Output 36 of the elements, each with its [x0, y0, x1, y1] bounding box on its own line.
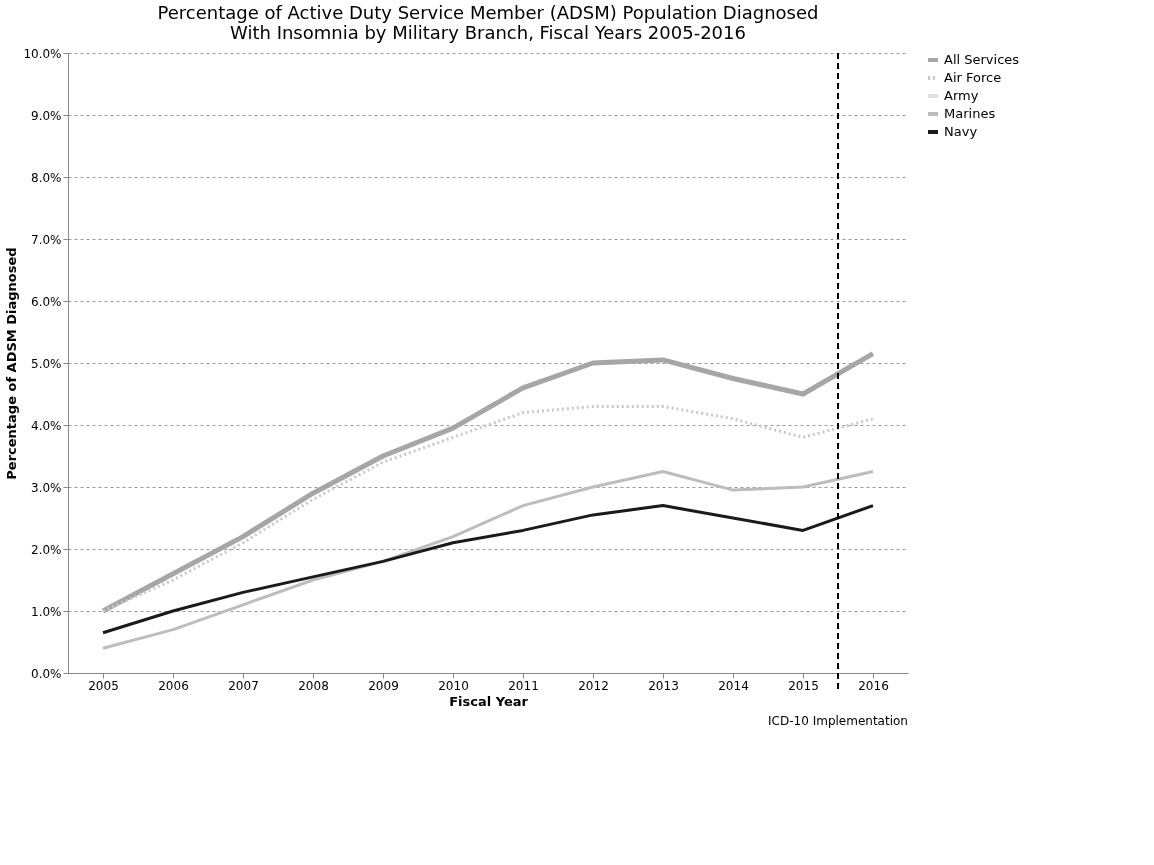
line-series	[101, 404, 875, 613]
text: Percentage of Active Duty Service Member (ADSM) Population Diagnosed	[157, 2, 819, 23]
x-tick-label: 2006	[158, 678, 189, 693]
x-tick-label: 2008	[298, 678, 329, 693]
y-tick-label: 10.0%	[23, 46, 62, 61]
y-tick-label: 3.0%	[31, 480, 62, 495]
line-series	[101, 470, 875, 650]
x-tick-label: 2007	[228, 678, 259, 693]
x-tick-label: 2015	[788, 678, 819, 693]
legend-label: Navy	[944, 124, 978, 139]
y-axis-title: Percentage of ADSM Diagnosed	[4, 247, 20, 480]
y-tick-label: 7.0%	[31, 232, 62, 247]
y-tick-label: 4.0%	[31, 418, 62, 433]
legend-label: All Services	[944, 52, 1020, 67]
ref-line-label: ICD-10 Implementation	[768, 714, 908, 728]
x-tick-label: 2009	[368, 678, 399, 693]
y-tick-label: 5.0%	[31, 356, 62, 371]
line-series	[101, 504, 875, 635]
y-tick-label: 6.0%	[31, 294, 62, 309]
legend-label: Army	[944, 88, 979, 103]
text: With Insomnia by Military Branch, Fiscal Years 2005-2016	[230, 22, 746, 43]
x-tick-label: 2010	[438, 678, 469, 693]
x-axis-title: Fiscal Year	[449, 693, 529, 709]
legend-label: Air Force	[944, 70, 1002, 85]
y-tick-label: 0.0%	[31, 666, 62, 681]
x-tick-label: 2005	[88, 678, 119, 693]
y-tick-label: 9.0%	[31, 108, 62, 123]
legend-label: Marines	[944, 106, 996, 121]
x-tick-label: 2011	[508, 678, 539, 693]
x-tick-label: 2013	[648, 678, 679, 693]
x-tick-label: 2012	[578, 678, 609, 693]
y-tick-label: 1.0%	[31, 604, 62, 619]
x-tick-label: 2014	[718, 678, 749, 693]
y-tick-label: 2.0%	[31, 542, 62, 557]
y-tick-label: 8.0%	[31, 170, 62, 185]
x-tick-label: 2016	[858, 678, 889, 693]
